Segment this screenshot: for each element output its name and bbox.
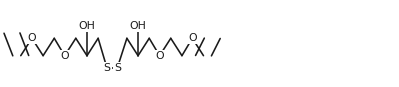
Text: OH: OH [130, 21, 146, 31]
Text: O: O [155, 51, 164, 61]
Text: S: S [114, 63, 121, 73]
Text: O: O [28, 33, 36, 43]
Text: O: O [188, 33, 197, 43]
Text: OH: OH [79, 21, 95, 31]
Text: O: O [60, 51, 69, 61]
Text: S: S [103, 63, 111, 73]
